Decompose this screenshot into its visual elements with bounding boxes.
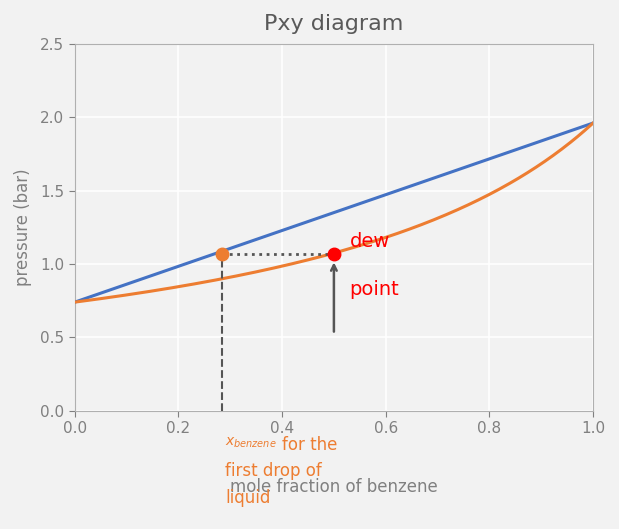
X-axis label: mole fraction of benzene: mole fraction of benzene — [230, 478, 438, 496]
Text: liquid: liquid — [225, 489, 271, 507]
Text: dew: dew — [350, 232, 390, 251]
Text: first drop of: first drop of — [225, 462, 322, 480]
Text: point: point — [350, 280, 399, 299]
Text: for the: for the — [282, 436, 337, 454]
Title: Pxy diagram: Pxy diagram — [264, 14, 404, 34]
Y-axis label: pressure (bar): pressure (bar) — [14, 168, 32, 286]
Text: $x_{benzene}$: $x_{benzene}$ — [225, 436, 277, 450]
